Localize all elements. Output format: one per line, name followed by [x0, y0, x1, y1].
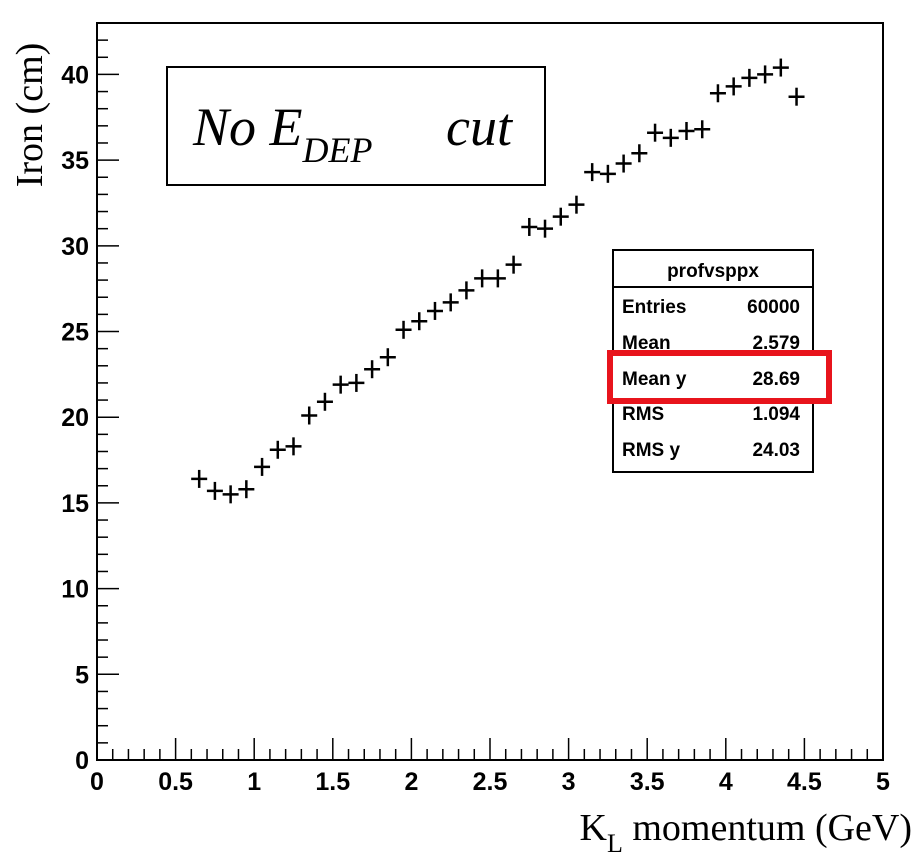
data-point: [301, 406, 318, 425]
data-point: [537, 219, 554, 238]
data-point: [238, 480, 255, 499]
data-point: [332, 375, 349, 394]
x-axis-title-subscript: L: [607, 829, 623, 858]
cut-annotation: No EDEP cut: [166, 66, 546, 186]
x-tick-label: 1: [247, 768, 261, 796]
cut-annotation-rest: cut: [446, 97, 514, 157]
y-tick-label: 0: [75, 747, 89, 775]
stats-row-rms-y-label: RMS y: [622, 440, 681, 461]
cut-annotation-text: No EDEP cut: [192, 97, 514, 170]
data-point: [316, 392, 333, 411]
data-point: [222, 485, 239, 504]
stats-box: profvsppx Entries 60000 Mean 2.579 Mean …: [607, 249, 832, 473]
data-point: [584, 163, 601, 182]
y-tick-label: 25: [61, 319, 89, 347]
stats-row-mean-value: 2.579: [752, 333, 800, 354]
data-point: [206, 481, 223, 500]
data-point: [426, 301, 443, 320]
data-point: [694, 120, 711, 139]
x-axis-title-rest: momentum (GeV): [623, 807, 912, 849]
x-axis-title: KL momentum (GeV): [580, 807, 913, 858]
cut-annotation-subscript: DEP: [302, 130, 373, 170]
x-tick-label: 4: [719, 768, 733, 796]
data-point: [395, 320, 412, 339]
y-tick-label: 30: [61, 233, 89, 261]
data-point: [647, 123, 664, 142]
data-point: [254, 457, 271, 476]
data-point: [285, 437, 302, 456]
data-point: [599, 164, 616, 183]
y-tick-label: 20: [61, 404, 89, 432]
data-point: [568, 195, 585, 214]
data-point: [191, 469, 208, 488]
data-point: [741, 68, 758, 87]
data-point: [505, 255, 522, 274]
data-point: [411, 312, 428, 331]
data-point: [631, 144, 648, 163]
stats-row-rms-y-value: 24.03: [752, 440, 800, 461]
data-point: [489, 269, 506, 288]
data-point: [348, 373, 365, 392]
data-point: [788, 87, 805, 106]
stats-row-rms-value: 1.094: [752, 404, 800, 425]
stats-row-rms-label: RMS: [622, 404, 664, 425]
data-point: [379, 348, 396, 367]
x-tick-label: 0.5: [158, 768, 193, 796]
x-tick-label: 0: [90, 768, 104, 796]
data-point: [442, 293, 459, 312]
data-point: [678, 121, 695, 140]
data-point: [709, 84, 726, 103]
data-point: [757, 65, 774, 84]
x-tick-labels: 0 0.5 1 1.5 2 2.5 3 3.5 4 4.5 5: [90, 768, 890, 796]
cut-annotation-box: [166, 66, 546, 186]
data-point: [725, 77, 742, 96]
data-point: [772, 58, 789, 77]
stats-row-mean-y-label: Mean y: [622, 369, 687, 390]
stats-row-mean-label: Mean: [622, 333, 671, 354]
x-tick-label: 1.5: [315, 768, 350, 796]
axis-ticks: [96, 22, 884, 761]
x-axis-title-main: K: [580, 807, 608, 849]
y-tick-label: 35: [61, 147, 89, 175]
stats-box-title: profvsppx: [667, 261, 759, 282]
stats-row-entries-label: Entries: [622, 297, 686, 318]
x-tick-label: 2.5: [473, 768, 508, 796]
stats-row-mean-y-value: 28.69: [752, 369, 800, 390]
data-point: [458, 281, 475, 300]
y-tick-label: 40: [61, 61, 89, 89]
data-point: [662, 128, 679, 147]
data-point: [615, 154, 632, 173]
x-tick-label: 3: [562, 768, 576, 796]
data-point: [552, 207, 569, 226]
y-tick-label: 10: [61, 576, 89, 604]
y-tick-label: 5: [75, 661, 89, 689]
x-tick-label: 3.5: [630, 768, 665, 796]
x-tick-label: 2: [404, 768, 418, 796]
data-point: [364, 360, 381, 379]
data-points: [191, 58, 805, 504]
stats-row-entries-value: 60000: [747, 297, 800, 318]
x-tick-label: 5: [876, 768, 890, 796]
y-axis-title: Iron (cm): [9, 43, 51, 188]
x-tick-label: 4.5: [787, 768, 822, 796]
data-point: [521, 217, 538, 236]
mean-y-highlight-box: [607, 350, 832, 404]
data-point: [474, 269, 491, 288]
y-tick-label: 15: [61, 490, 89, 518]
data-point: [269, 440, 286, 459]
y-tick-labels: 0 5 10 15 20 25 30 35 40: [61, 61, 89, 775]
cut-annotation-main: No E: [192, 97, 303, 157]
